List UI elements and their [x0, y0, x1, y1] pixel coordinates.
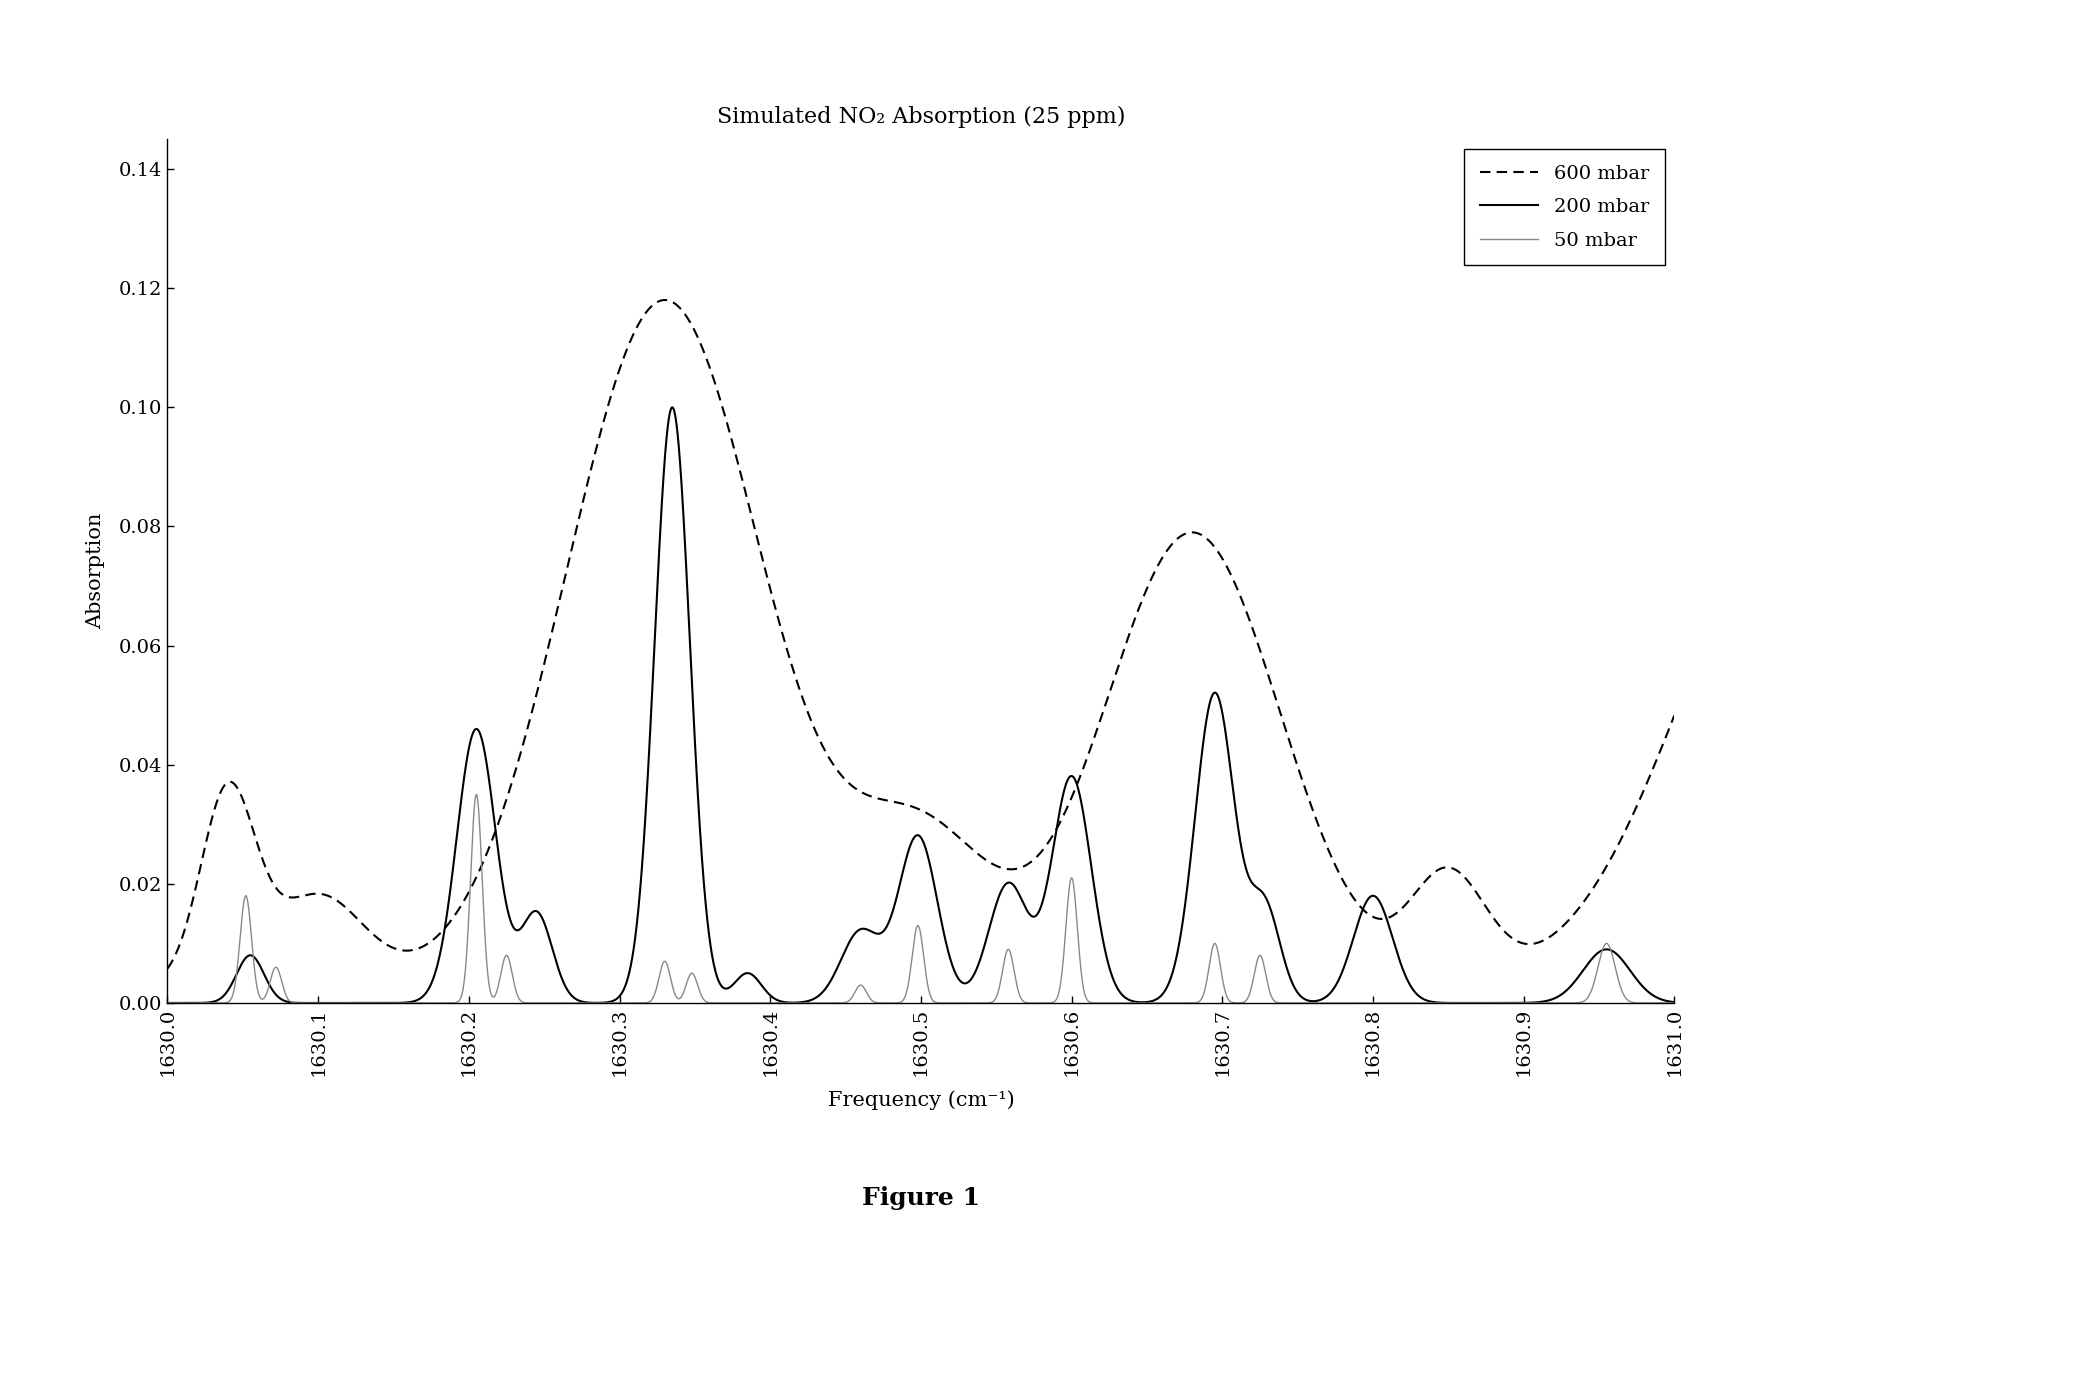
600 mbar	[1641, 758, 1666, 775]
Title: Simulated NO₂ Absorption (25 ppm): Simulated NO₂ Absorption (25 ppm)	[716, 106, 1126, 128]
200 mbar	[1465, 995, 1490, 1011]
600 mbar	[1465, 885, 1490, 901]
600 mbar	[1507, 933, 1532, 950]
600 mbar	[653, 291, 678, 308]
200 mbar	[1658, 993, 1683, 1010]
50 mbar	[1658, 995, 1683, 1011]
600 mbar	[155, 960, 180, 976]
200 mbar	[1507, 995, 1532, 1011]
50 mbar	[1118, 995, 1143, 1011]
200 mbar	[1118, 992, 1143, 1009]
600 mbar	[1658, 716, 1683, 733]
50 mbar	[1465, 995, 1490, 1011]
200 mbar	[329, 995, 354, 1011]
50 mbar	[833, 995, 858, 1011]
Line: 50 mbar: 50 mbar	[167, 794, 1674, 1003]
X-axis label: Frequency (cm⁻¹): Frequency (cm⁻¹)	[827, 1091, 1015, 1110]
Y-axis label: Absorption: Absorption	[86, 513, 105, 630]
50 mbar	[155, 995, 180, 1011]
50 mbar	[1507, 995, 1532, 1011]
200 mbar	[659, 398, 684, 415]
200 mbar	[833, 942, 858, 958]
600 mbar	[1662, 708, 1687, 724]
200 mbar	[1662, 993, 1687, 1010]
Line: 200 mbar: 200 mbar	[167, 407, 1674, 1003]
600 mbar	[1118, 625, 1143, 642]
600 mbar	[833, 772, 858, 788]
200 mbar	[155, 995, 180, 1011]
200 mbar	[1641, 988, 1666, 1004]
50 mbar	[1641, 995, 1666, 1011]
50 mbar	[1662, 995, 1687, 1011]
Legend: 600 mbar, 200 mbar, 50 mbar: 600 mbar, 200 mbar, 50 mbar	[1465, 149, 1664, 265]
Line: 600 mbar: 600 mbar	[167, 299, 1674, 968]
50 mbar	[1386, 995, 1411, 1011]
50 mbar	[465, 786, 490, 802]
Text: Figure 1: Figure 1	[862, 1185, 980, 1211]
